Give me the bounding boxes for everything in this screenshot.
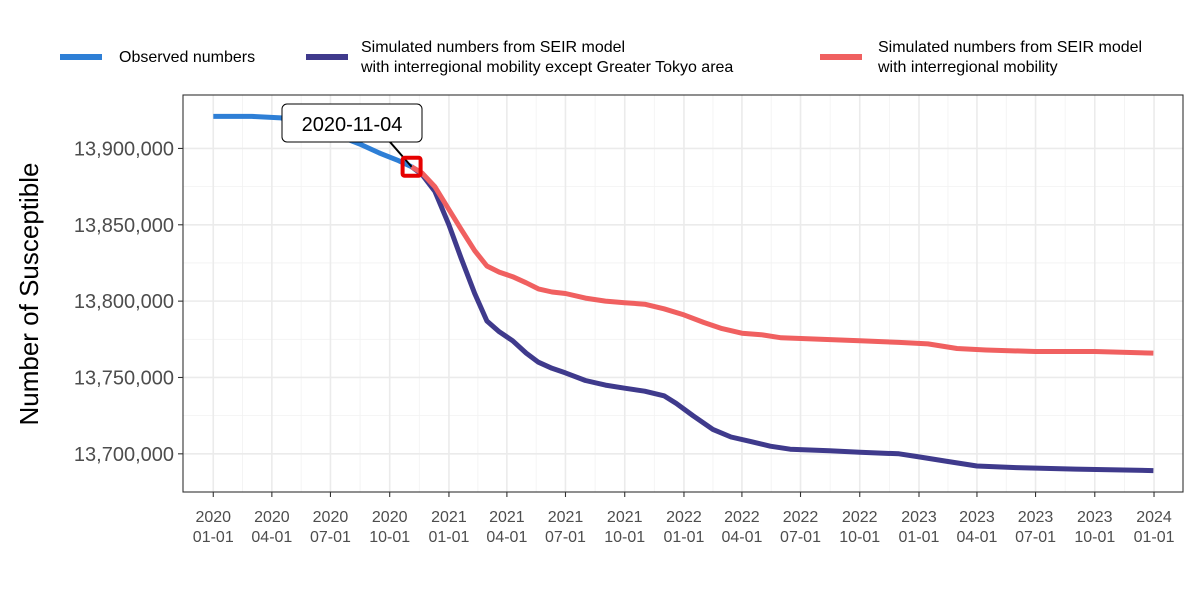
x-tick-year: 2020	[313, 509, 349, 526]
legend: Observed numbers Simulated numbers from S…	[60, 39, 1142, 76]
x-tick-label: 2022 04-01	[721, 509, 762, 546]
legend-label-line: Observed numbers	[119, 49, 255, 66]
x-tick-year: 2022	[783, 509, 819, 526]
x-tick-year: 2021	[431, 509, 467, 526]
x-tick-date: 01-01	[428, 529, 469, 546]
x-tick-year: 2023	[959, 509, 995, 526]
legend-label-line: with interregional mobility except Great…	[360, 59, 733, 76]
x-tick-date: 07-01	[545, 529, 586, 546]
x-tick-year: 2024	[1136, 509, 1172, 526]
legend-label-line: Simulated numbers from SEIR model	[878, 39, 1142, 56]
x-tick-label: 2020 07-01	[310, 509, 351, 546]
annotation-leader-line	[389, 141, 413, 168]
x-tick-year: 2023	[901, 509, 937, 526]
legend-label-3: Simulated numbers from SEIR model with in…	[877, 39, 1142, 76]
x-tick-date: 01-01	[664, 529, 705, 546]
x-tick-year: 2021	[548, 509, 584, 526]
annotation-label: 2020-11-04	[302, 114, 403, 136]
x-tick-label: 2022 10-01	[839, 509, 880, 546]
x-tick-label: 2021 10-01	[604, 509, 645, 546]
x-tick-label: 2021 07-01	[545, 509, 586, 546]
annotation: 2020-11-04	[281, 103, 423, 178]
legend-label-2: Simulated numbers from SEIR model with in…	[360, 39, 733, 76]
x-tick-year: 2020	[195, 509, 231, 526]
annotation-marker	[400, 155, 423, 178]
x-tick-label: 2020 01-01	[193, 509, 234, 546]
y-axis-title: Number of Susceptible	[14, 162, 44, 425]
y-axis: 13,700,000 13,750,000 13,800,000 13,850,000…	[74, 138, 183, 466]
x-tick-label: 2020 10-01	[369, 509, 410, 546]
x-tick-date: 01-01	[899, 529, 940, 546]
x-tick-year: 2022	[666, 509, 702, 526]
x-tick-label: 2023 01-01	[899, 509, 940, 546]
x-tick-date: 10-01	[369, 529, 410, 546]
x-tick-year: 2022	[724, 509, 760, 526]
x-tick-date: 10-01	[604, 529, 645, 546]
x-tick-date: 07-01	[780, 529, 821, 546]
x-tick-year: 2020	[372, 509, 408, 526]
x-tick-date: 07-01	[310, 529, 351, 546]
x-tick-year: 2022	[842, 509, 878, 526]
x-tick-label: 2022 07-01	[780, 509, 821, 546]
y-tick-label: 13,800,000	[74, 291, 174, 313]
legend-label-1: Observed numbers	[119, 49, 255, 66]
x-tick-date: 04-01	[486, 529, 527, 546]
x-tick-date: 10-01	[839, 529, 880, 546]
legend-label-line: with interregional mobility	[877, 59, 1058, 76]
x-tick-label: 2021 01-01	[428, 509, 469, 546]
x-tick-label: 2024 01-01	[1134, 509, 1175, 546]
plot-panel-border	[182, 94, 1184, 493]
x-tick-label: 2020 04-01	[251, 509, 292, 546]
x-tick-date: 04-01	[721, 529, 762, 546]
y-tick-label: 13,850,000	[74, 215, 174, 237]
y-tick-label: 13,900,000	[74, 138, 174, 160]
x-tick-date: 01-01	[193, 529, 234, 546]
series-line-3	[410, 164, 1154, 356]
x-tick-year: 2021	[607, 509, 643, 526]
annotation-box	[281, 103, 423, 143]
x-tick-year: 2023	[1018, 509, 1054, 526]
y-tick-label: 13,700,000	[74, 444, 174, 466]
x-tick-year: 2020	[254, 509, 290, 526]
x-tick-date: 01-01	[1134, 529, 1175, 546]
x-tick-year: 2021	[489, 509, 525, 526]
x-tick-label: 2022 01-01	[664, 509, 705, 546]
legend-label-line: Simulated numbers from SEIR model	[361, 39, 625, 56]
x-tick-year: 2023	[1077, 509, 1113, 526]
series-line-2	[410, 164, 1154, 474]
y-tick-label: 13,750,000	[74, 367, 174, 389]
x-tick-label: 2023 04-01	[956, 509, 997, 546]
x-tick-label: 2023 07-01	[1015, 509, 1056, 546]
x-tick-date: 04-01	[956, 529, 997, 546]
x-tick-date: 10-01	[1074, 529, 1115, 546]
grid	[183, 95, 1183, 492]
x-tick-date: 07-01	[1015, 529, 1056, 546]
x-tick-label: 2023 10-01	[1074, 509, 1115, 546]
x-tick-label: 2021 04-01	[486, 509, 527, 546]
x-tick-date: 04-01	[251, 529, 292, 546]
